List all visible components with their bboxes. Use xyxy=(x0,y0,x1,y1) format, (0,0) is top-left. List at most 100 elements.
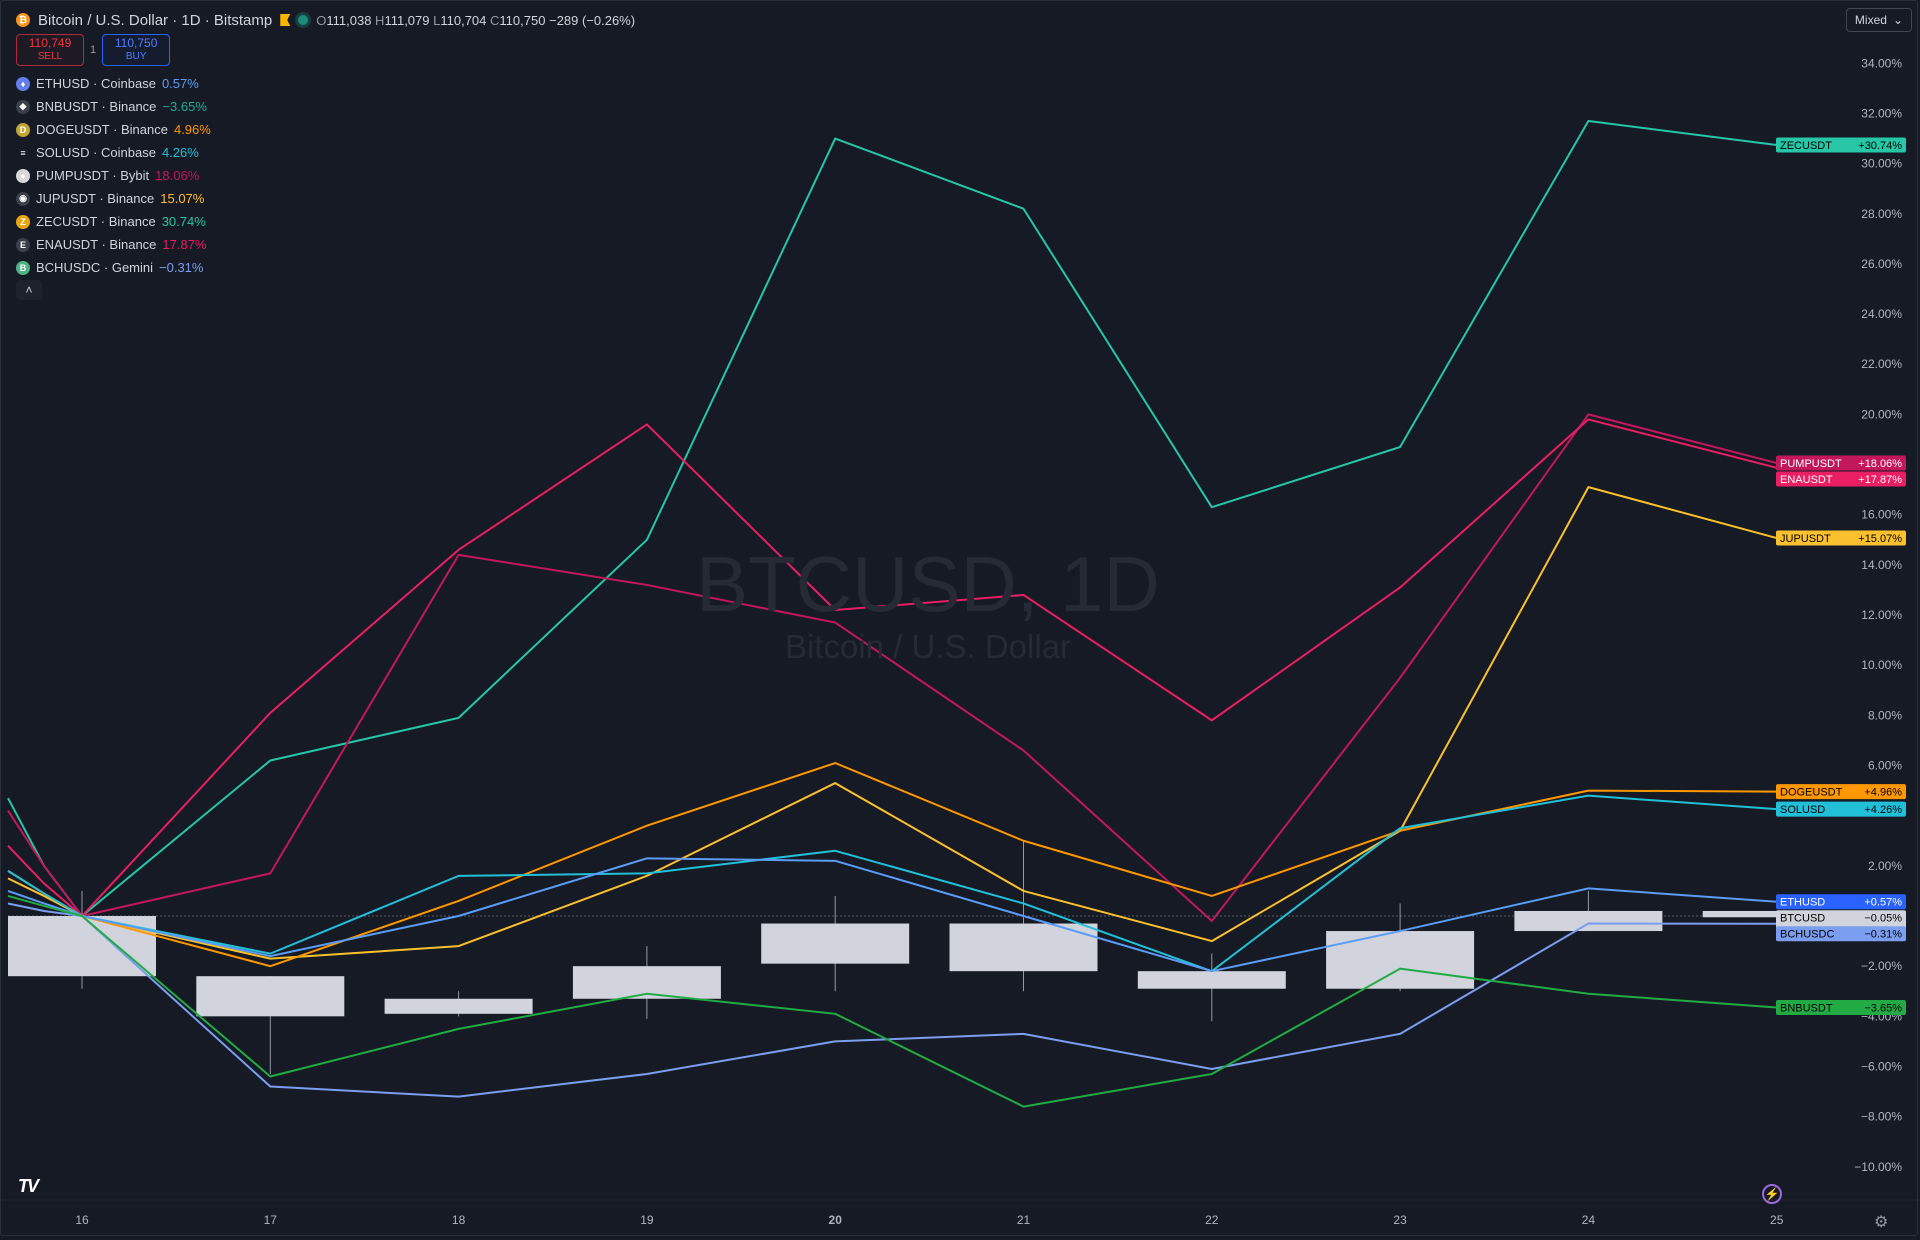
ohlc-close: 110,750 xyxy=(499,12,546,28)
y-tick-label: −6.00% xyxy=(1861,1059,1902,1073)
legend-item-name: BCHUSDC · Gemini xyxy=(36,260,154,275)
y-tick-label: 32.00% xyxy=(1861,106,1902,120)
price-label-ethusd[interactable] xyxy=(1776,894,1906,910)
legend-item-name: ENAUSDT · Binance xyxy=(36,237,157,252)
legend-item[interactable]: ♦ ETHUSD · Coinbase 0.57% xyxy=(16,72,211,95)
x-tick-label: 24 xyxy=(1582,1213,1596,1227)
price-label-dogeusdt[interactable] xyxy=(1776,784,1906,800)
market-open-icon xyxy=(298,15,309,25)
x-tick-label: 23 xyxy=(1393,1213,1407,1227)
scale-mode-label: Mixed xyxy=(1854,13,1887,27)
y-tick-label: 8.00% xyxy=(1868,708,1902,722)
price-label-symbol: ETHUSD xyxy=(1780,897,1825,909)
jup-icon: ◉ xyxy=(16,191,30,206)
candle-body[interactable] xyxy=(1326,931,1475,989)
candle-body[interactable] xyxy=(761,923,910,964)
flag-icon[interactable] xyxy=(280,14,291,26)
lightning-icon[interactable]: ⚡ xyxy=(1762,1184,1782,1204)
price-label-solusd[interactable] xyxy=(1776,801,1906,817)
price-label-value: +15.07% xyxy=(1858,533,1902,545)
legend-item-change: 4.96% xyxy=(173,122,211,137)
ohlc-open: 111,038 xyxy=(326,12,372,28)
y-tick-label: 24.00% xyxy=(1861,307,1902,321)
series-line-zecusdt[interactable] xyxy=(7,119,1777,917)
y-tick-label: 14.00% xyxy=(1861,558,1902,572)
ohlc-low: 110,704 xyxy=(440,12,487,28)
legend-item-change: 30.74% xyxy=(161,214,206,229)
legend-item[interactable]: ◆ BNBUSDT · Binance −3.65% xyxy=(16,95,211,118)
price-label-symbol: ENAUSDT xyxy=(1780,474,1833,486)
chevron-down-icon: ⌄ xyxy=(1892,13,1903,27)
price-label-value: −0.31% xyxy=(1864,929,1902,941)
candle-body[interactable] xyxy=(1137,971,1286,989)
y-tick-label: 16.00% xyxy=(1861,508,1902,522)
sell-label: SELL xyxy=(37,51,63,62)
scale-mode-dropdown[interactable]: Mixed ⌄ xyxy=(1845,8,1912,32)
legend-item[interactable]: E ENAUSDT · Binance 17.87% xyxy=(16,233,211,256)
ena-icon: E xyxy=(16,237,30,252)
quantity-value[interactable]: 1 xyxy=(90,44,97,56)
legend-item-change: −3.65% xyxy=(162,99,207,114)
tradingview-logo-icon[interactable]: TV xyxy=(18,1176,39,1196)
trade-panel: 110,749 SELL 1 110,750 BUY xyxy=(16,34,171,66)
series-line-bnbusdt[interactable] xyxy=(7,894,1777,1108)
x-tick-label: 25 xyxy=(1770,1213,1784,1227)
symbol-title[interactable]: Bitcoin / U.S. Dollar · 1D · Bitstamp xyxy=(38,11,273,29)
legend-item[interactable]: Z ZECUSDT · Binance 30.74% xyxy=(16,210,211,233)
legend-item[interactable]: B BCHUSDC · Gemini −0.31% xyxy=(16,256,211,279)
legend-item-change: −0.31% xyxy=(159,260,204,275)
price-label-jupusdt[interactable] xyxy=(1776,530,1906,546)
price-label-value: +30.74% xyxy=(1858,140,1902,152)
x-tick-label: 19 xyxy=(640,1213,654,1227)
x-tick-label: 22 xyxy=(1205,1213,1219,1227)
sol-icon: ≡ xyxy=(16,145,30,160)
price-label-bchusdc[interactable] xyxy=(1776,926,1906,942)
price-scale-panel[interactable] xyxy=(1856,0,1920,1240)
price-label-bnbusdt[interactable] xyxy=(1776,1000,1906,1016)
series-line-enausdt[interactable] xyxy=(7,418,1777,917)
sell-button[interactable]: 110,749 SELL xyxy=(16,34,84,66)
x-tick-label: 21 xyxy=(1017,1213,1031,1227)
bnb-icon: ◆ xyxy=(16,99,30,114)
legend-item-change: 0.57% xyxy=(161,76,199,91)
legend-item-name: ZECUSDT · Binance xyxy=(36,214,156,229)
series-line-solusd[interactable] xyxy=(7,794,1777,973)
legend-item[interactable]: D DOGEUSDT · Binance 4.96% xyxy=(16,118,211,141)
price-label-pumpusdt[interactable] xyxy=(1776,455,1906,471)
series-line-pumpusdt[interactable] xyxy=(7,413,1777,923)
price-label-symbol: BCHUSDC xyxy=(1780,929,1834,941)
gear-icon[interactable]: ⚙ xyxy=(1874,1214,1889,1231)
price-label-zecusdt[interactable] xyxy=(1776,137,1906,153)
legend-item[interactable]: ≡ SOLUSD · Coinbase 4.26% xyxy=(16,141,211,164)
legend-item-name: DOGEUSDT · Binance xyxy=(36,122,168,137)
legend-item-change: 18.06% xyxy=(155,168,200,183)
y-tick-label: 6.00% xyxy=(1868,759,1902,773)
legend-item[interactable]: ◉ JUPUSDT · Binance 15.07% xyxy=(16,187,211,210)
x-tick-label: 16 xyxy=(75,1213,89,1227)
y-tick-label: 10.00% xyxy=(1861,658,1902,672)
buy-price: 110,750 xyxy=(114,36,158,50)
legend-item-name: SOLUSD · Coinbase xyxy=(36,145,156,160)
price-label-value: +17.87% xyxy=(1858,474,1902,486)
symbol-header[interactable]: ₿ Bitcoin / U.S. Dollar · 1D · Bitstamp … xyxy=(16,10,635,30)
series-line-jupusdt[interactable] xyxy=(7,486,1777,960)
legend-item[interactable]: ● PUMPUSDT · Bybit 18.06% xyxy=(16,164,211,187)
y-tick-label: 28.00% xyxy=(1861,207,1902,221)
candle-body[interactable] xyxy=(384,998,533,1014)
candle-body[interactable] xyxy=(196,976,345,1017)
candle-body[interactable] xyxy=(1514,910,1663,932)
price-label-value: −0.05% xyxy=(1864,913,1902,925)
collapse-legend-button[interactable]: ˄ xyxy=(16,280,42,300)
price-label-enausdt[interactable] xyxy=(1776,471,1906,487)
price-label-symbol: BNBUSDT xyxy=(1780,1003,1833,1015)
legend-item-name: JUPUSDT · Binance xyxy=(36,191,155,206)
y-tick-label: −2.00% xyxy=(1861,959,1902,973)
sell-price: 110,749 xyxy=(28,36,72,50)
candle-body[interactable] xyxy=(8,916,156,977)
price-label-symbol: ZECUSDT xyxy=(1780,140,1832,152)
legend-item-name: ETHUSD · Coinbase xyxy=(36,76,156,91)
buy-button[interactable]: 110,750 BUY xyxy=(102,34,171,66)
ohlc-high: 111,079 xyxy=(384,12,430,28)
